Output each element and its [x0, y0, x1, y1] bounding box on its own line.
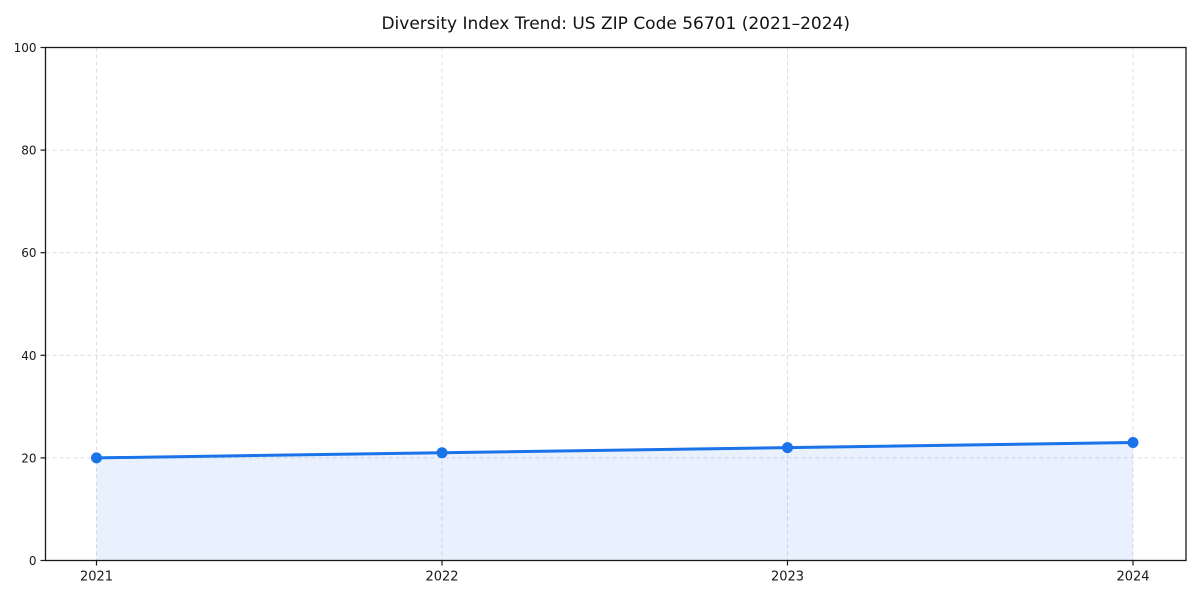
- x-tick-label: 2021: [80, 570, 113, 585]
- chart-title: Diversity Index Trend: US ZIP Code 56701…: [381, 14, 850, 34]
- trend-line: [95, 441, 1135, 460]
- y-tick-label: 0: [29, 554, 37, 568]
- plot-border: [44, 46, 1187, 562]
- data-point-marker: [1127, 437, 1139, 449]
- y-tick-label: 100: [14, 41, 37, 55]
- x-tick-label: 2023: [771, 570, 804, 585]
- area-fill: [96, 442, 1133, 561]
- data-point-marker: [91, 452, 102, 464]
- y-tick-label: 20: [21, 451, 36, 465]
- y-tick-label: 80: [21, 144, 36, 158]
- x-tick-label: 2022: [425, 570, 458, 585]
- y-tick-label: 60: [21, 246, 36, 260]
- x-tick-label: 2024: [1116, 570, 1149, 585]
- data-point-marker: [436, 447, 448, 459]
- y-tick-label: 40: [21, 349, 36, 363]
- data-point-marker: [782, 442, 793, 454]
